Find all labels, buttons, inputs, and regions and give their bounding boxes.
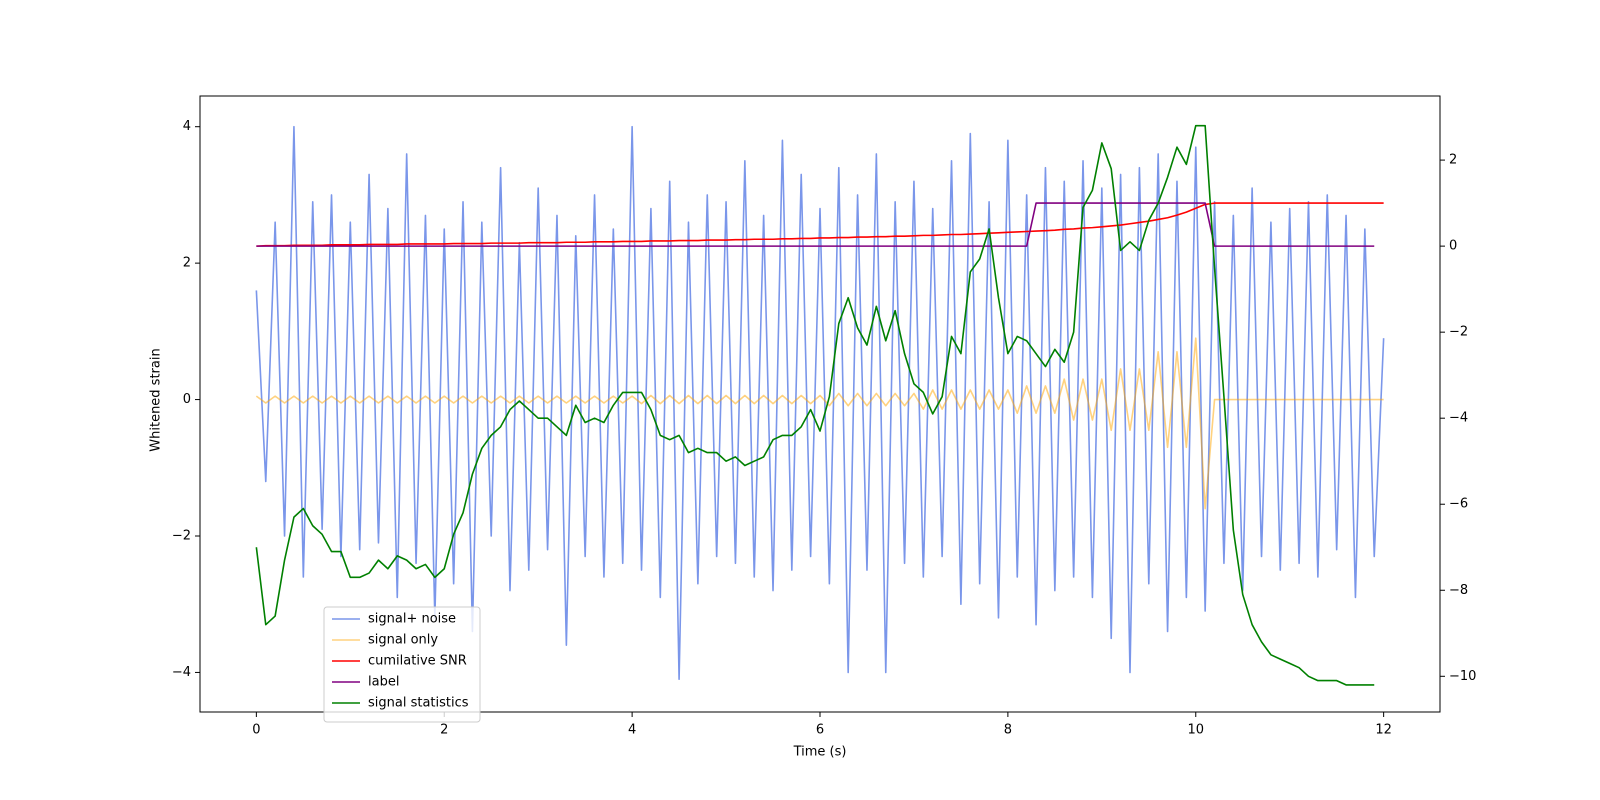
x-tick-label: 10 [1187,723,1204,738]
y-tick-label: 0 [183,392,191,407]
x-axis-label: Time (s) [793,745,847,760]
x-tick-label: 8 [1004,723,1012,738]
y2-tick-label: 0 [1449,239,1457,254]
y-axis-label: Whitened strain [149,348,164,451]
y-tick-label: −2 [172,529,191,544]
x-tick-label: 2 [440,723,448,738]
series-line [255,125,1385,681]
series-line [255,337,1384,510]
legend-label: cumilative SNR [368,654,467,669]
series-line [256,202,1375,247]
legend-label: signal statistics [368,696,469,711]
legend: signal+ noise signal only cumilative SNR la… [323,606,481,723]
y2-tick-label: −4 [1449,411,1468,426]
y2-tick-label: 2 [1449,153,1457,168]
x-tick-label: 4 [628,723,636,738]
x-tick-label: 0 [252,723,260,738]
x-tick-label: 6 [816,723,824,738]
y2-tick-label: −10 [1449,669,1476,684]
y-tick-label: 2 [183,256,191,271]
series-line [255,124,1375,686]
series-line [256,202,1384,247]
y2-tick-label: −2 [1449,325,1468,340]
x-tick-label: 12 [1375,723,1392,738]
legend-box [323,606,481,723]
legend-label: label [368,675,399,690]
y-tick-label: −4 [172,665,191,680]
y2-tick-label: −8 [1449,583,1468,598]
legend-label: signal+ noise [368,612,456,627]
plot-area [255,124,1385,686]
legend-label: signal only [368,633,438,648]
y-tick-label: 4 [183,119,191,134]
y2-tick-label: −6 [1449,497,1468,512]
